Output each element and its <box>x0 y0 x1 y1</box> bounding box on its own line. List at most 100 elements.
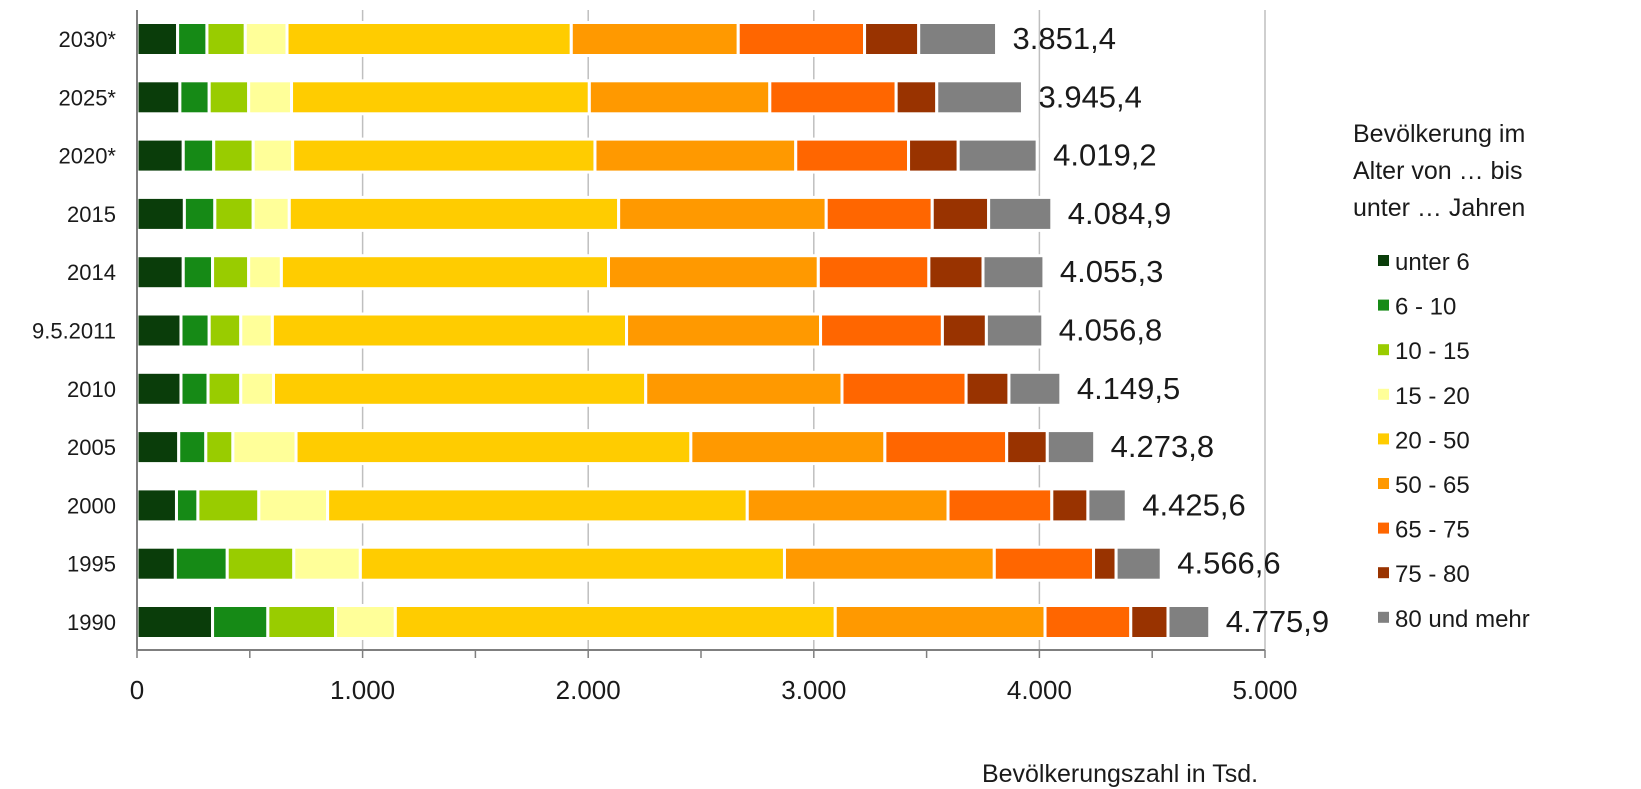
bar-segment <box>1114 545 1163 582</box>
category-label: 2010 <box>67 377 116 402</box>
bar-segment <box>211 604 270 640</box>
bar-segment <box>135 137 185 174</box>
bar-segment <box>266 604 338 640</box>
bar-segment <box>358 545 786 582</box>
bar-segment <box>135 312 183 349</box>
category-label: 2005 <box>67 435 116 460</box>
bar-segment <box>279 254 611 291</box>
bar-segment <box>135 487 178 524</box>
legend-item-label: 75 - 80 <box>1395 561 1470 588</box>
bar-segment <box>984 312 1045 349</box>
x-tick-label: 4.000 <box>1007 675 1072 705</box>
bar-segment <box>1129 604 1170 640</box>
bar-segment <box>225 545 296 582</box>
bar-segment <box>625 312 823 349</box>
bar-segment <box>290 79 591 116</box>
bar-segment <box>393 604 837 640</box>
bar-segment <box>917 21 999 57</box>
bar-segment <box>894 79 939 116</box>
bar-segment <box>930 195 991 232</box>
legend-swatch <box>1378 299 1389 311</box>
bar-segment <box>204 429 235 466</box>
legend-swatch <box>1378 567 1389 579</box>
bar-segment <box>964 370 1011 407</box>
total-label: 4.425,6 <box>1142 487 1245 522</box>
total-label: 4.055,3 <box>1060 254 1163 289</box>
bar-segment <box>587 79 772 116</box>
bar-segment <box>816 254 931 291</box>
bar-segment <box>946 487 1054 524</box>
legend-swatch <box>1378 388 1389 400</box>
bar-segment <box>207 312 243 349</box>
bar-segment <box>768 79 898 116</box>
legend-item-label: 50 - 65 <box>1395 472 1470 499</box>
bar-segment <box>927 254 985 291</box>
total-label: 4.775,9 <box>1226 604 1329 639</box>
category-label: 1995 <box>67 552 116 577</box>
legend-item-label: 6 - 10 <box>1395 294 1456 321</box>
legend-item-label: 15 - 20 <box>1395 383 1470 410</box>
bar-segment <box>135 604 215 640</box>
legend-swatch <box>1378 611 1389 623</box>
x-tick-label: 1.000 <box>330 675 395 705</box>
bar-segment <box>863 21 921 57</box>
bar-segment <box>247 254 283 291</box>
bars <box>135 21 1212 640</box>
bar-segment <box>294 429 693 466</box>
x-axis: 0 1.000 2.000 3.000 4.000 5.000 <box>130 10 1298 705</box>
bar-segment <box>607 254 820 291</box>
bar-segment <box>251 195 291 232</box>
bar-segment <box>182 195 217 232</box>
bar-segment <box>211 254 251 291</box>
bar-segment <box>239 370 275 407</box>
x-tick-label: 2.000 <box>556 675 621 705</box>
total-label: 3.945,4 <box>1038 79 1141 114</box>
bar-segment <box>292 545 362 582</box>
labels: 2030* 3.851,4 2025* 3.945,4 2020* 4.019,2 2015… <box>32 21 1329 639</box>
bar-segment <box>177 429 208 466</box>
bar-segment <box>907 137 960 174</box>
x-tick-label: 3.000 <box>781 675 846 705</box>
bar-segment <box>1166 604 1212 640</box>
bar-segment <box>206 370 243 407</box>
category-label: 1990 <box>67 610 116 635</box>
bar-segment <box>987 195 1054 232</box>
bar-segment <box>174 487 200 524</box>
category-label: 2025* <box>58 85 116 110</box>
bar-segment <box>883 429 1009 466</box>
bar-segment <box>794 137 911 174</box>
bar-segment <box>956 137 1039 174</box>
bar-segment <box>257 487 330 524</box>
legend-swatch <box>1378 522 1389 534</box>
category-label: 2015 <box>67 202 116 227</box>
total-label: 4.273,8 <box>1111 429 1214 464</box>
legend-item-label: unter 6 <box>1395 249 1470 276</box>
bar-segment <box>1045 429 1097 466</box>
legend-item-label: 10 - 15 <box>1395 338 1470 365</box>
bar-segment <box>1050 487 1090 524</box>
bar-segment <box>1086 487 1128 524</box>
bar-segment <box>291 137 597 174</box>
bar-segment <box>135 370 183 407</box>
bar-segment <box>135 21 180 57</box>
bar-segment <box>992 545 1096 582</box>
legend-title: Bevölkerung im <box>1353 120 1525 148</box>
bar-segment <box>644 370 844 407</box>
bar-segment <box>196 487 261 524</box>
total-label: 4.019,2 <box>1053 138 1156 173</box>
legend-item-label: 65 - 75 <box>1395 517 1470 544</box>
bar-segment <box>569 21 740 57</box>
bar-segment <box>205 21 247 57</box>
bar-segment <box>135 429 181 466</box>
bar-segment <box>239 312 274 349</box>
bar-segment <box>270 312 629 349</box>
bar-segment <box>207 79 251 116</box>
bar-segment <box>1043 604 1133 640</box>
bar-segment <box>326 487 749 524</box>
legend-title: unter … Jahren <box>1353 194 1525 222</box>
bar-segment <box>178 79 211 116</box>
bar-segment <box>181 137 216 174</box>
x-axis-title: Bevölkerungszahl in Tsd. <box>982 760 1258 788</box>
bar-segment <box>251 137 295 174</box>
bar-segment <box>176 21 209 57</box>
